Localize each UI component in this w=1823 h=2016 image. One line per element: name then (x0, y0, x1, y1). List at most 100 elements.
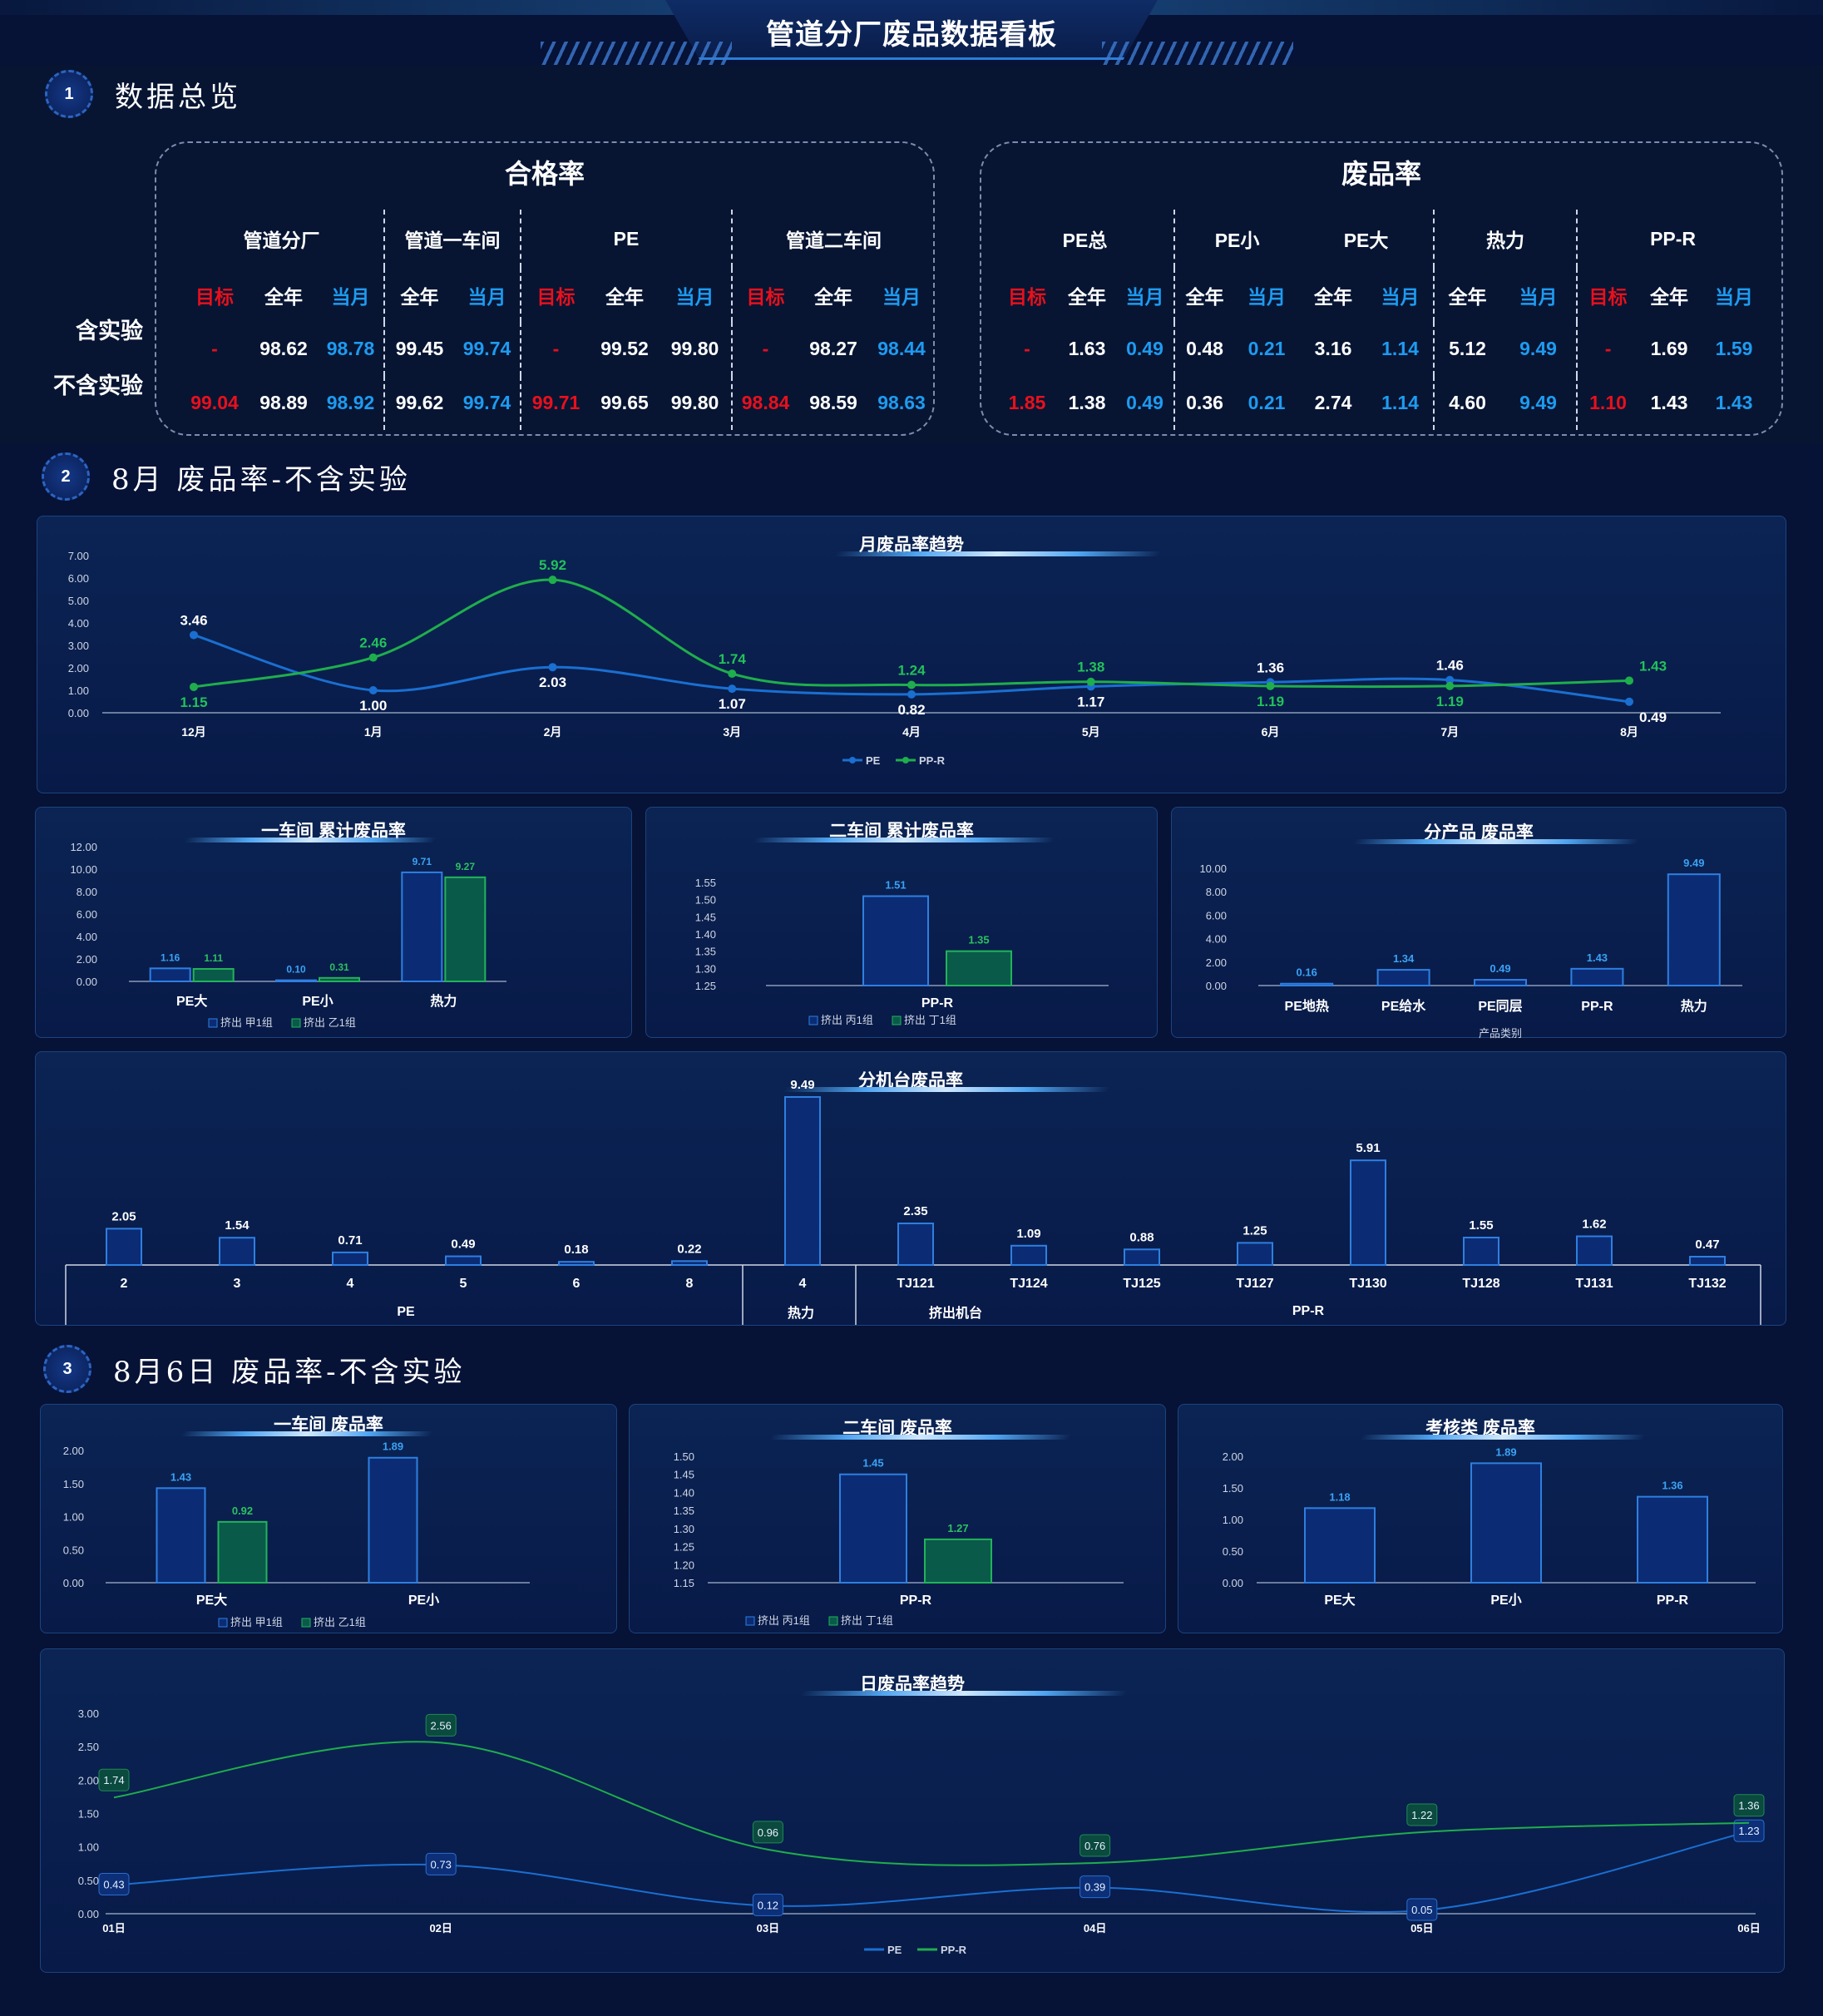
legend-label: 挤出 丁1组 (841, 1614, 893, 1627)
y-tick-label: 1.35 (695, 946, 716, 958)
section-number-badge: 3 (43, 1345, 91, 1393)
group-header: PE小 (1214, 230, 1260, 251)
kpi-cell: 98.89 (259, 392, 308, 413)
x-tick-label: PP-R (1657, 1594, 1689, 1608)
y-tick-label: 1.50 (63, 1478, 84, 1490)
data-label: 1.55 (1469, 1218, 1493, 1233)
bar (1667, 873, 1721, 987)
data-point (728, 684, 737, 694)
x-tick-label: 5 (460, 1277, 467, 1291)
kpi-cell: 0.36 (1186, 392, 1223, 413)
group-header: PE大 (1299, 210, 1435, 268)
daily-trend-chart: 0.00 0.50 1.00 1.50 2.00 2.50 3.00 01日 02日 03日 04日… (78, 1707, 1765, 1956)
bar (671, 1260, 708, 1266)
group-header: 管道分厂 (180, 210, 385, 268)
data-label: 0.76 (1084, 1840, 1105, 1852)
legend-label: 挤出 丁1组 (904, 1014, 956, 1026)
group-header: PE (521, 210, 734, 268)
chart-panel-ws2: 二车间 累计废品率 1.25 1.30 1.35 1.40 1.45 1.50 1.55 PP… (645, 807, 1158, 1038)
subhead-target: 目标 (746, 285, 785, 308)
legend-swatch (301, 1618, 311, 1628)
y-tick-label: 3.00 (68, 640, 89, 652)
data-label: 1.34 (1393, 952, 1415, 965)
legend-swatch (808, 1015, 818, 1025)
subhead-year: 全年 (1314, 285, 1353, 308)
y-tick-label: 0.00 (63, 1577, 84, 1589)
x-tick-label: 7月 (1440, 725, 1459, 739)
subhead-month: 当月 (1247, 285, 1287, 308)
data-label: 1.45 (862, 1457, 883, 1470)
bar (1010, 1244, 1047, 1267)
daily-workshop2-chart: 1.15 1.20 1.25 1.30 1.35 1.40 1.45 1.50 PP-R 1.45… (674, 1450, 1124, 1627)
data-label: 1.36 (1738, 1800, 1759, 1812)
y-tick-label: 1.55 (695, 877, 716, 889)
y-tick-label: 1.30 (674, 1523, 694, 1535)
group-header: 热力 (1434, 210, 1578, 268)
data-label: 1.17 (1077, 694, 1104, 709)
kpi-cell: 98.59 (809, 392, 857, 413)
data-label: 3.46 (180, 613, 207, 629)
y-tick-label: 4.00 (1206, 933, 1227, 946)
x-tick-label: 6 (573, 1277, 580, 1291)
y-tick-label: 0.50 (78, 1875, 99, 1887)
series-line (113, 1831, 1750, 1914)
x-tick-label: 8月 (1620, 725, 1638, 739)
kpi-cell: 1.69 (1650, 338, 1688, 359)
kpi-cell: 1.10 (1589, 392, 1627, 413)
data-label: 0.71 (338, 1233, 362, 1248)
data-label: 0.88 (1129, 1230, 1154, 1244)
kpi-cell: 1.63 (1068, 338, 1106, 359)
x-tick-label: 2月 (544, 725, 562, 739)
subhead-year: 全年 (605, 285, 644, 308)
y-tick-label: 1.00 (63, 1511, 84, 1524)
bar (1280, 982, 1334, 987)
kpi-cell: 98.27 (809, 338, 857, 359)
kpi-cell: 1.14 (1367, 376, 1435, 430)
chart-panel-daily-trend: 日废品率趋势 0.00 0.50 1.00 1.50 2.00 2.50 3.00 01日 02… (40, 1648, 1785, 1973)
legend-swatch (849, 757, 856, 763)
subhead-target: 目标 (1008, 285, 1046, 308)
kpi-cell: 0.21 (1247, 338, 1286, 359)
section-number-badge: 2 (42, 452, 90, 501)
y-tick-label: 1.45 (695, 911, 716, 923)
chart-title: 一车间 累计废品率 (261, 822, 406, 841)
data-label-box (425, 1713, 457, 1737)
data-label: 1.19 (1257, 694, 1284, 709)
kpi-cell: 0.21 (1247, 392, 1286, 413)
y-tick-label: 12.00 (70, 841, 97, 853)
kpi-cell: 3.16 (1314, 338, 1352, 359)
kpi-cell: 98.78 (318, 322, 385, 376)
y-tick-label: 1.30 (695, 962, 716, 975)
y-tick-label: 5.00 (68, 595, 89, 607)
y-tick-label: 0.50 (1223, 1545, 1243, 1558)
data-point (548, 663, 557, 672)
row-label-with-test: 含实验 (76, 319, 143, 343)
y-tick-label: 6.00 (1206, 909, 1227, 922)
kpi-cell: 5.12 (1449, 338, 1486, 359)
data-label: 2.05 (111, 1209, 136, 1223)
y-tick-label: 6.00 (77, 908, 97, 921)
subhead-month: 当月 (1116, 268, 1176, 322)
data-label: 1.23 (1738, 1825, 1759, 1837)
page-title: 管道分厂废品数据看板 (766, 19, 1057, 51)
kpi-cell: 99.80 (659, 376, 734, 430)
data-label: 0.39 (1084, 1881, 1105, 1894)
y-tick-label: 4.00 (68, 617, 89, 630)
chart-title: 考核类 废品率 (1425, 1419, 1535, 1438)
bar (319, 976, 360, 983)
data-label: 0.16 (1297, 966, 1317, 979)
legend-label: PP-R (919, 754, 946, 767)
pass-rate-table: 管道分厂 管道一车间 PE 管道二车间 目标 全年 当月 全年 当月 目标 全年… (180, 210, 935, 430)
data-label-box (1733, 1794, 1765, 1817)
bar (862, 895, 929, 986)
x-tick-label: 3 (234, 1277, 241, 1291)
bar (368, 1456, 418, 1584)
workshop2-cumulative-chart: 1.25 1.30 1.35 1.40 1.45 1.50 1.55 PP-R 1.51 1.35… (695, 877, 1109, 1026)
subhead-year: 全年 (1448, 285, 1487, 308)
chart-title: 日废品率趋势 (860, 1675, 965, 1694)
monthly-trend-chart: 0.00 1.00 2.00 3.00 4.00 5.00 6.00 7.00 12月 1月 2月 3… (68, 550, 1721, 767)
kpi-cell: 99.04 (190, 392, 239, 413)
x-tick-label: 01日 (102, 1922, 125, 1934)
chart-title: 一车间 废品率 (274, 1416, 383, 1435)
data-label: 2.35 (903, 1204, 927, 1218)
